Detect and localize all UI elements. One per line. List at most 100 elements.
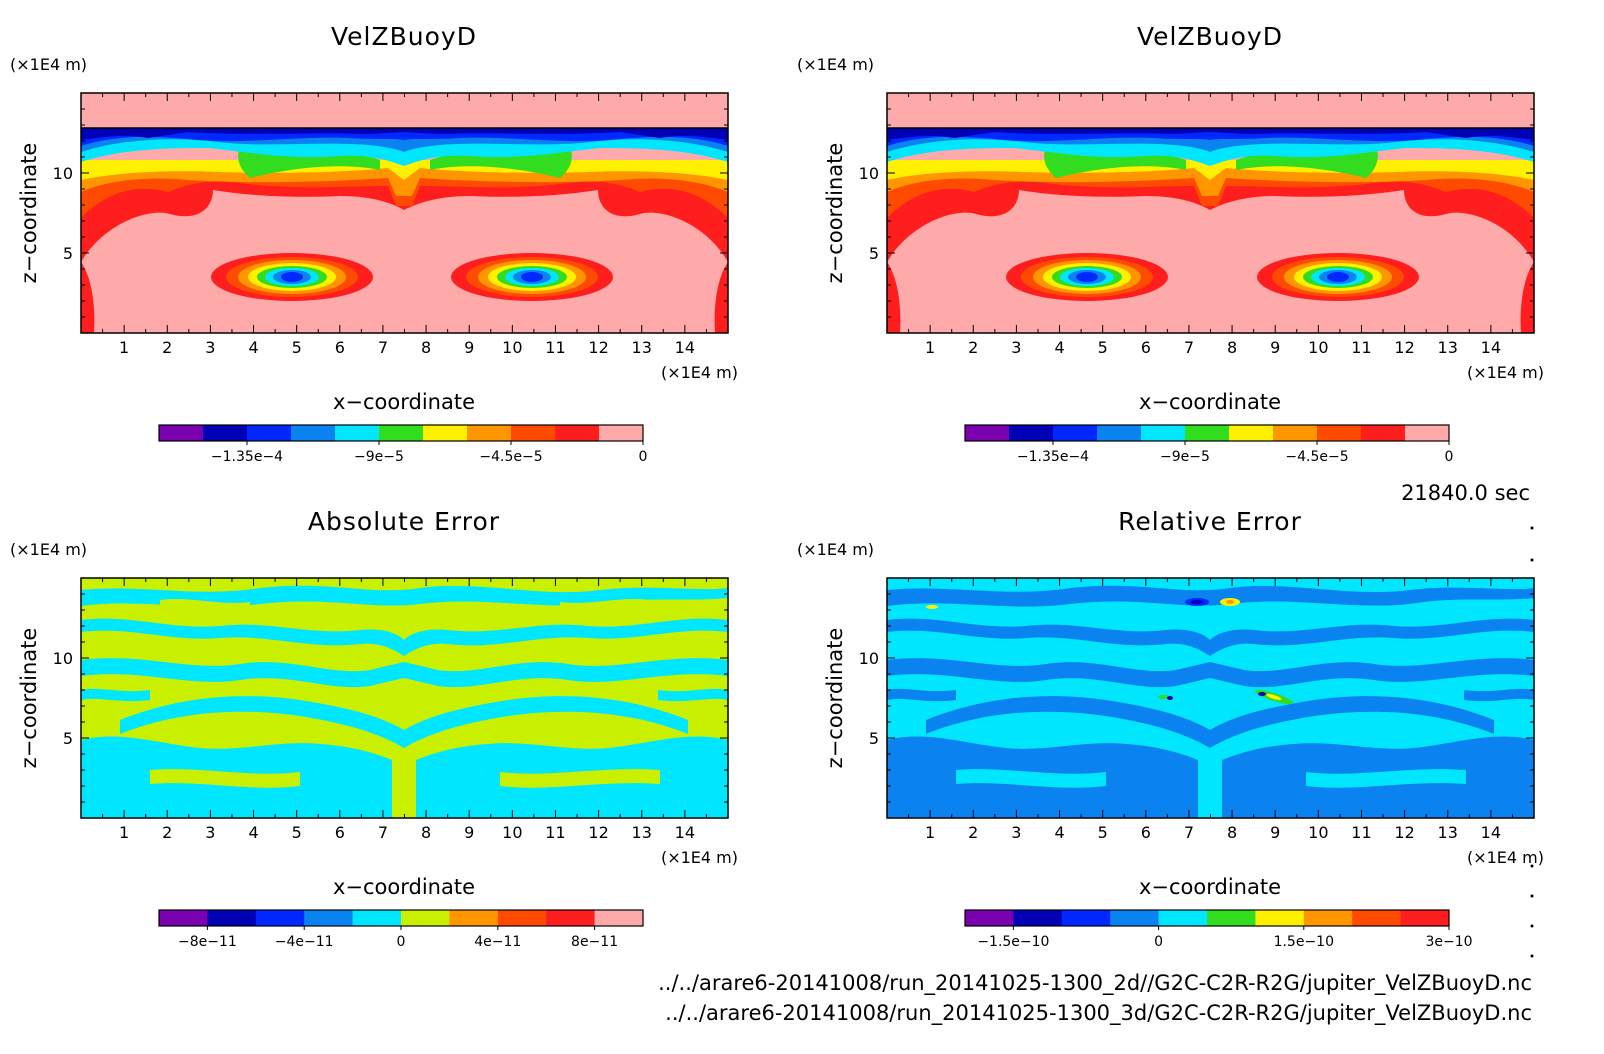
y-unit-label: (×1E4 m)	[797, 55, 874, 74]
colorbar-tick-label: −1.35e−4	[1017, 449, 1089, 465]
x-tick-label: 4	[248, 338, 258, 357]
vortex-left	[211, 253, 373, 301]
x-tick-label: 12	[588, 338, 608, 357]
x-tick-label: 6	[1141, 338, 1151, 357]
x-tick-label: 7	[1184, 823, 1194, 842]
colorbar-swatch	[965, 425, 1010, 441]
contour-field	[887, 578, 1534, 818]
panel-absolute-error: Absolute Error (×1E4 m) 1 2 3 4 5 6 7 8 9 10 11 12 1…	[10, 507, 738, 950]
contour-region	[1167, 696, 1173, 700]
colorbar-swatch	[1352, 910, 1402, 926]
x-tick-label: 6	[1141, 823, 1151, 842]
contour-region	[887, 168, 1534, 196]
edge-dot	[1530, 526, 1534, 530]
edge-dots	[1530, 526, 1534, 958]
colorbar: −1.5e−10 0 1.5e−10 3e−10	[964, 909, 1473, 950]
vortex-right	[1257, 253, 1419, 301]
colorbar-swatch	[291, 425, 336, 441]
contour-field	[887, 93, 1534, 333]
colorbar-tick-label: −1.35e−4	[211, 449, 283, 465]
colorbar-tick-label: 0	[397, 934, 406, 950]
colorbar-swatch	[1053, 425, 1098, 441]
panel-relative-error: Relative Error (×1E4 m)	[797, 507, 1544, 950]
x-tick-label: 13	[632, 338, 652, 357]
x-unit-label: (×1E4 m)	[661, 363, 738, 382]
colorbar-swatch	[1141, 425, 1186, 441]
x-axis-label: x−coordinate	[333, 390, 475, 414]
x-tick-label: 4	[1054, 338, 1064, 357]
y-unit-label: (×1E4 m)	[797, 540, 874, 559]
contour-region	[887, 138, 1534, 166]
x-tick-label: 14	[675, 823, 695, 842]
y-unit-label: (×1E4 m)	[10, 55, 87, 74]
x-tick-label: 7	[378, 338, 388, 357]
y-tick-label: 10	[859, 164, 879, 183]
colorbar-tick-label: 1.5e−10	[1274, 934, 1334, 950]
x-tick-label: 12	[1394, 823, 1414, 842]
edge-dot	[1530, 954, 1534, 958]
contour-region	[1266, 693, 1282, 701]
vortex-right	[451, 253, 613, 301]
x-tick-label: 14	[675, 338, 695, 357]
colorbar-tick-label: 0	[639, 449, 648, 465]
colorbar-tick-label: 0	[1445, 449, 1454, 465]
colorbar-swatch	[594, 910, 644, 926]
x-unit-label: (×1E4 m)	[1467, 848, 1544, 867]
colorbar-swatch	[1361, 425, 1406, 441]
colorbar-tick-label: 8e−11	[571, 934, 618, 950]
x-tick-label: 11	[1351, 338, 1371, 357]
colorbar-tick-label: 3e−10	[1425, 934, 1472, 950]
colorbar-swatch	[1009, 425, 1054, 441]
colorbar-frame	[158, 424, 644, 442]
x-tick-label: 8	[421, 823, 431, 842]
source-file-2d: ../../arare6-20141008/run_20141025-1300_…	[658, 971, 1532, 996]
x-tick-label: 1	[925, 338, 935, 357]
colorbar-swatch	[1229, 425, 1274, 441]
x-tick-label: 4	[1054, 823, 1064, 842]
colorbar-swatch	[401, 910, 450, 926]
contour-region	[81, 168, 728, 196]
colorbar-swatch	[555, 425, 600, 441]
colorbar-swatch	[1273, 425, 1318, 441]
colorbar-swatch	[159, 910, 208, 926]
source-file-3d: ../../arare6-20141008/run_20141025-1300_…	[665, 1001, 1532, 1026]
panel-title: Absolute Error	[308, 507, 500, 536]
x-tick-label: 10	[502, 823, 522, 842]
x-tick-label: 7	[1184, 338, 1194, 357]
x-tick-label: 9	[464, 338, 474, 357]
contour-region	[1076, 272, 1098, 282]
panel-velzbuoyd-3d: VelZBuoyD (×1E4 m)	[797, 22, 1544, 465]
colorbar-swatch	[304, 910, 354, 926]
x-tick-label: 5	[1098, 823, 1108, 842]
colorbar-tick-label: −4.5e−5	[479, 449, 542, 465]
edge-dot	[1530, 894, 1534, 898]
x-tick-label: 14	[1481, 823, 1501, 842]
y-tick-label: 5	[63, 244, 73, 263]
colorbar-tick-label: −4.5e−5	[1285, 449, 1348, 465]
x-tick-label: 7	[378, 823, 388, 842]
x-tick-label: 8	[421, 338, 431, 357]
y-unit-label: (×1E4 m)	[10, 540, 87, 559]
contour-region	[81, 585, 728, 818]
x-tick-label: 6	[335, 338, 345, 357]
colorbar-frame	[964, 909, 1450, 927]
x-tick-label: 11	[545, 823, 565, 842]
x-tick-label: 3	[205, 338, 215, 357]
contour-region	[521, 272, 543, 282]
contour-region	[81, 138, 728, 166]
colorbar-swatch	[247, 425, 292, 441]
colorbar-swatch	[599, 425, 644, 441]
colorbar-swatch	[1097, 425, 1142, 441]
x-tick-label: 10	[1308, 823, 1328, 842]
contour-region	[887, 585, 1534, 818]
contour-region	[1327, 272, 1349, 282]
colorbar-swatch	[965, 910, 1014, 926]
x-tick-label: 13	[632, 823, 652, 842]
colorbar: −1.35e−4 −9e−5 −4.5e−5 0	[964, 424, 1454, 465]
colorbar-swatch	[1061, 910, 1111, 926]
colorbar-swatch	[1110, 910, 1160, 926]
